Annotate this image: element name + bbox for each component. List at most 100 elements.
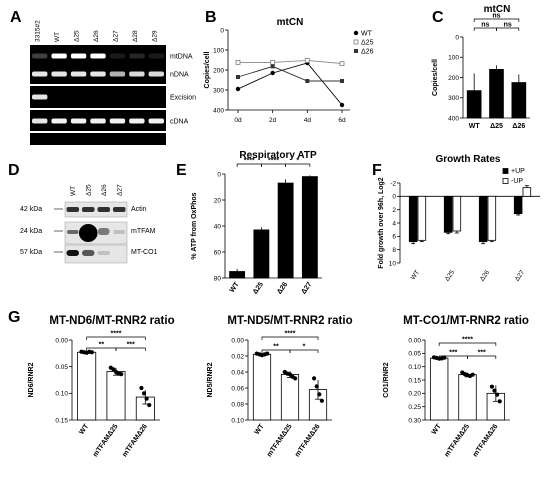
- bar: [487, 195, 497, 241]
- y-axis-label: Copies/cell: [432, 59, 439, 96]
- x-tick-label: Δ26: [276, 281, 289, 296]
- legend-marker: [353, 30, 359, 36]
- data-point: [270, 70, 275, 76]
- chart-nd5-ratio: MT-ND5/MT-RNR2 ratio 0.00 0.02 0.04 0.06 0.08…: [207, 315, 353, 458]
- gel-lane-label: Δ25: [74, 30, 81, 42]
- gel-panel-a: 3315#2 WT Δ25 Δ26 Δ27 Δ28 Δ29 mtDNA nDNA Excision…: [30, 20, 196, 145]
- data-point: [236, 75, 240, 79]
- blot-lane-label: Δ26: [101, 184, 108, 196]
- panel-label-g: G: [8, 309, 20, 326]
- gel-band: [129, 118, 145, 124]
- y-tick-label: 0.00: [408, 337, 421, 344]
- y-axis-label: CO1/RNR2: [383, 362, 390, 398]
- x-tick-label: Δ27: [514, 269, 527, 283]
- blot-marker-label: 42 kDa: [20, 206, 42, 213]
- x-tick-label: WT: [469, 123, 481, 130]
- y-tick-label: 0.04: [231, 369, 244, 376]
- bar: [478, 195, 488, 243]
- data-point: [340, 79, 344, 83]
- data-point: [270, 59, 276, 65]
- y-tick-label: 10: [389, 260, 397, 267]
- data-point: [319, 398, 324, 403]
- blot-lane-label: Δ25: [85, 184, 92, 196]
- chart-title: MT-ND5/MT-RNR2 ratio: [227, 315, 352, 327]
- x-tick-label: Δ25: [252, 281, 265, 296]
- data-point: [317, 392, 322, 397]
- gel-lane-label: WT: [54, 32, 61, 42]
- significance-bracket: [467, 355, 497, 359]
- x-tick-label: 0d: [234, 117, 242, 124]
- significance-label: *: [303, 344, 306, 351]
- data-point: [305, 79, 310, 83]
- chart-mtcn-line: mtCN 0 100 200 300 400 Copies/cell 0d 2d 4d 6d WT Δ2…: [204, 17, 374, 124]
- gel-background: [30, 45, 166, 145]
- y-tick-label: 0.02: [231, 353, 244, 360]
- blot-lane-label: Δ27: [116, 184, 123, 196]
- bar: [452, 195, 462, 232]
- bar: [458, 374, 477, 421]
- gel-band: [90, 53, 106, 59]
- significance-label: ****: [268, 158, 279, 165]
- data-point: [304, 57, 310, 63]
- data-point: [442, 355, 447, 360]
- significance-label: ****: [111, 331, 122, 338]
- y-tick-label: -2: [390, 180, 396, 187]
- bar: [280, 373, 300, 421]
- gel-band: [129, 53, 145, 59]
- y-tick-label: 0: [392, 194, 396, 201]
- y-tick-label: 400: [448, 115, 459, 122]
- x-tick-label: mTFAMΔ25: [266, 423, 294, 458]
- x-tick-label: WT: [78, 423, 90, 437]
- panel-label-a: A: [10, 9, 22, 26]
- y-tick-label: 8: [392, 247, 396, 254]
- bar: [301, 176, 318, 279]
- data-point: [495, 392, 500, 397]
- series-line: [238, 59, 343, 65]
- significance-label: ns: [504, 22, 512, 29]
- y-tick-label: 0: [220, 27, 224, 34]
- significance-bracket: [261, 336, 319, 340]
- data-point: [235, 59, 241, 65]
- panel-label-c: C: [432, 9, 444, 26]
- gel-separator: [30, 84, 166, 86]
- data-point: [270, 64, 275, 69]
- x-tick-label: mTFAMΔ26: [121, 423, 149, 458]
- blot-strip: [64, 244, 128, 264]
- panel-label-e: E: [176, 162, 187, 179]
- y-axis-label: ND5/RNR2: [207, 362, 214, 397]
- y-tick-label: 100: [213, 47, 224, 54]
- x-tick-label: 2d: [269, 117, 277, 124]
- significance-label: ****: [285, 331, 296, 338]
- gel-separator: [30, 131, 166, 133]
- blot-band-co1: [97, 251, 110, 255]
- bar: [489, 69, 504, 119]
- data-point: [293, 376, 298, 381]
- bar: [253, 229, 270, 279]
- gel-band: [51, 53, 67, 59]
- significance-label: ***: [127, 342, 135, 349]
- chart-nd6-ratio: MT-ND6/MT-RNR2 ratio 0.00 0.05 0.10 0.15 ND6/…: [28, 315, 175, 458]
- gel-band: [148, 71, 164, 77]
- blot-band-co1: [66, 250, 79, 256]
- gel-lane-label: Δ26: [93, 30, 100, 42]
- x-tick-label: Δ26: [479, 269, 492, 283]
- blot-band-mtfam: [67, 230, 79, 234]
- blot-band-co1: [82, 250, 95, 256]
- legend-label: +UP: [511, 168, 525, 175]
- significance-label: **: [99, 342, 105, 349]
- data-point: [489, 384, 495, 389]
- blot-band-mtfam: [113, 230, 125, 234]
- bar: [106, 371, 126, 421]
- legend-marker: [502, 168, 509, 174]
- data-point: [139, 385, 144, 391]
- gel-lane-label: Δ28: [132, 30, 139, 42]
- data-point: [235, 86, 241, 92]
- gel-band: [32, 53, 48, 59]
- gel-band: [32, 94, 48, 100]
- y-tick-label: 300: [448, 95, 459, 102]
- data-point: [89, 350, 94, 355]
- data-point: [314, 384, 319, 389]
- gel-band: [148, 118, 164, 124]
- x-tick-label: WT: [410, 269, 422, 281]
- blot-lane-label: WT: [70, 186, 77, 196]
